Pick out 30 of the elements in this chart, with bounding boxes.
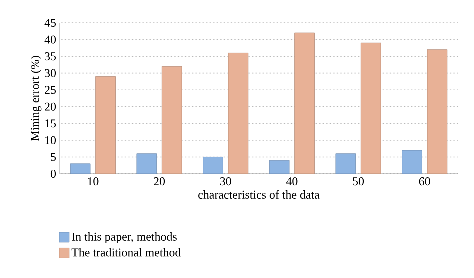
x-tick-label: 60	[419, 178, 430, 186]
bar	[427, 50, 448, 174]
y-tick-label: 0	[50, 170, 56, 178]
x-tick-label: 20	[154, 178, 166, 186]
bar	[96, 76, 116, 174]
legend-label: In this paper, methods	[72, 232, 177, 244]
y-tick-label: 15	[46, 120, 56, 128]
bar	[294, 32, 315, 174]
y-tick-label: 25	[45, 86, 56, 94]
x-tick-label: 40	[286, 178, 298, 186]
bar	[228, 53, 249, 174]
x-axis-title: characteristics of the data	[198, 190, 320, 199]
x-tick-label: 10	[88, 178, 99, 186]
y-tick-label: 10	[46, 136, 56, 144]
y-tick-label: 35	[45, 52, 56, 61]
y-tick-label: 45	[44, 19, 56, 27]
bar	[336, 154, 356, 174]
x-tick-label: 50	[353, 178, 364, 186]
y-tick-label: 20	[45, 102, 56, 111]
y-axis-title: Mining errort (%)	[30, 56, 42, 141]
legend-label: The traditional method	[72, 248, 182, 257]
y-tick-label: 30	[45, 69, 56, 78]
y-tick-label: 5	[51, 153, 56, 162]
bar	[136, 154, 158, 174]
y-tick-label: 40	[44, 36, 56, 44]
bar	[162, 66, 182, 174]
bar	[360, 42, 382, 174]
bar	[402, 150, 422, 174]
x-tick-label: 30	[220, 178, 232, 186]
bar	[203, 157, 224, 174]
